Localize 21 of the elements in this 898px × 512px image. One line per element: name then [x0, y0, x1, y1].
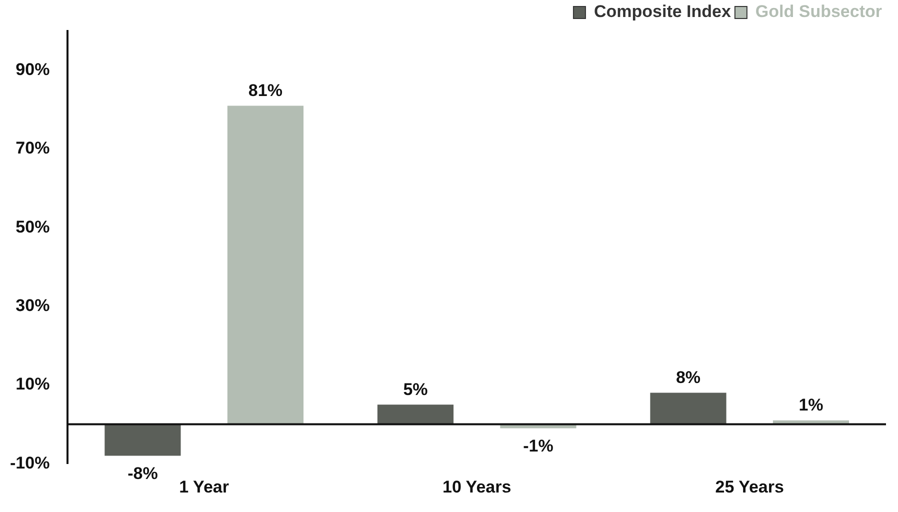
y-tick-label: 30% — [16, 296, 50, 315]
x-tick-label: 25 Years — [715, 477, 784, 496]
y-tick-label: 50% — [16, 217, 50, 236]
data-label: 8% — [676, 368, 701, 387]
bar — [377, 404, 454, 424]
x-tick-label: 1 Year — [179, 477, 230, 496]
data-label: 5% — [403, 380, 428, 399]
y-tick-label: 90% — [16, 60, 50, 80]
data-label: 1% — [798, 396, 824, 415]
y-tick-label: 70% — [16, 138, 50, 158]
bar — [104, 424, 181, 456]
y-tick-label: -10% — [10, 453, 50, 472]
legend-label: Gold Subsector — [755, 2, 882, 22]
data-label: 81% — [248, 80, 282, 100]
bar — [650, 392, 726, 424]
data-label: -1% — [523, 436, 554, 456]
x-tick-label: 10 Years — [442, 477, 512, 496]
y-tick-label: 10% — [16, 374, 50, 394]
legend-label: Composite Index — [594, 2, 732, 22]
data-label: -8% — [128, 464, 158, 483]
bar — [227, 106, 304, 424]
